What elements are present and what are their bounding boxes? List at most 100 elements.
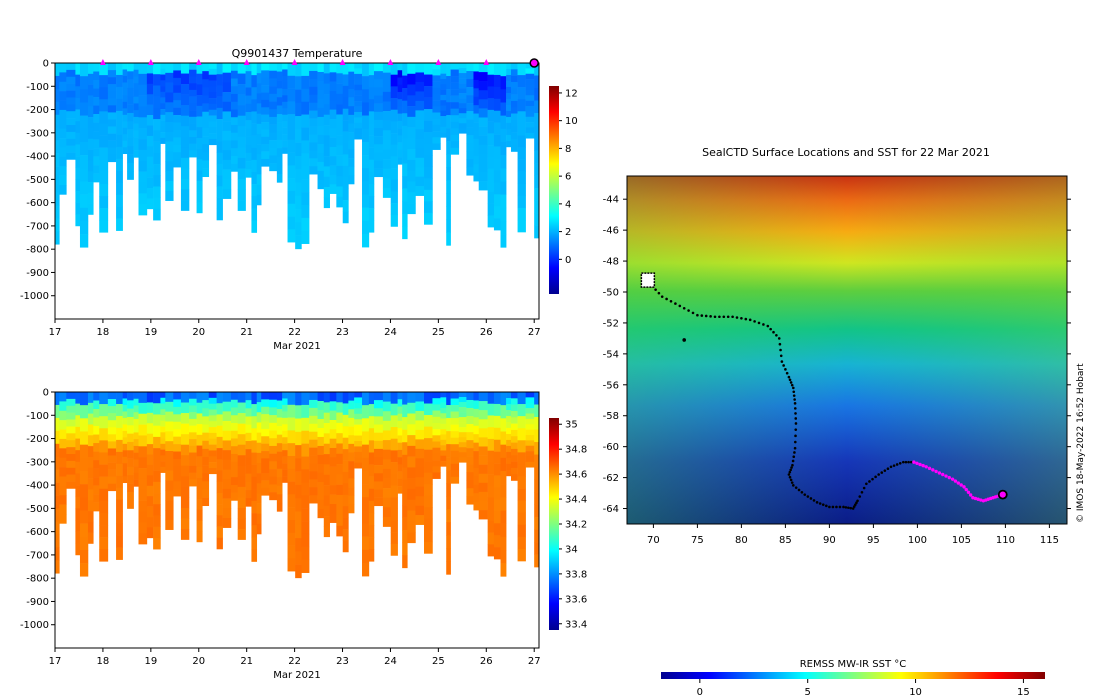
salinity-cell: [160, 420, 166, 427]
temperature-cell: [261, 136, 270, 145]
day-tick-label: 18: [97, 656, 110, 667]
temperature-cell: [487, 203, 495, 216]
temperature-cell: [269, 147, 278, 156]
surfacing-marker: [147, 59, 154, 65]
salinity-cell: [180, 444, 190, 456]
temperature-cell: [317, 80, 325, 91]
salinity-cell: [446, 509, 451, 523]
temperature-cell: [390, 63, 398, 75]
temperature-cell: [407, 149, 416, 161]
salinity-cell: [79, 536, 89, 551]
temperature-cell: [446, 167, 451, 181]
temperature-cell: [160, 103, 166, 110]
temperature-cell: [402, 163, 408, 177]
track-point: [793, 451, 796, 454]
salinity-cell: [269, 469, 278, 478]
track-point: [831, 505, 835, 509]
track-point: [792, 455, 796, 459]
temperature-cell: [222, 82, 232, 93]
salinity-cell: [116, 511, 123, 525]
salinity-cell: [59, 448, 67, 458]
temperature-cell: [59, 175, 67, 186]
temperature-cell: [354, 68, 363, 75]
sst-colorbar-ticks: 0 5 10 15: [697, 679, 1030, 698]
temperature-cell: [295, 102, 302, 117]
salinity-cell: [99, 440, 109, 453]
salinity-cell: [309, 471, 318, 480]
salinity-cell: [500, 510, 507, 524]
temperature-cell: [189, 143, 197, 151]
salinity-cell: [390, 438, 398, 451]
salinity-cell: [323, 516, 330, 527]
salinity-cell: [122, 404, 128, 412]
temperature-cell: [407, 63, 416, 75]
track-point: [787, 473, 791, 476]
temperature-cell: [251, 147, 258, 161]
depth-tick-label: -100: [26, 82, 49, 93]
salinity-cell: [354, 457, 363, 464]
temperature-axes-frame: [54, 62, 540, 320]
temperature-cell: [222, 179, 232, 190]
temperature-cell: [301, 179, 310, 193]
temperature-cell: [287, 75, 296, 89]
salinity-cell: [458, 427, 467, 433]
salinity-cell: [309, 407, 318, 417]
track-point: [794, 417, 798, 420]
salinity-cell: [122, 398, 128, 406]
track-point: [788, 475, 792, 479]
salinity-cell: [251, 525, 258, 538]
salinity-cell: [133, 418, 139, 427]
temperature-cell: [500, 168, 507, 182]
temperature-cell: [122, 69, 128, 77]
salinity-cell: [127, 458, 134, 468]
salinity-cell: [373, 416, 384, 425]
track-point-recent: [962, 485, 966, 489]
salinity-cell: [407, 413, 416, 425]
track-point: [892, 464, 896, 467]
salinity-cell: [122, 450, 128, 458]
temperature-cell: [251, 184, 258, 197]
salinity-cell: [415, 448, 425, 459]
track-point-recent: [937, 471, 942, 475]
temperature-cell: [450, 89, 460, 96]
salinity-cell: [458, 452, 467, 458]
salinity-cell: [93, 460, 100, 469]
temperature-cell: [146, 115, 154, 126]
temperature-cell: [107, 119, 117, 127]
salinity-cell: [348, 504, 355, 514]
map-axes-frame: [626, 175, 1068, 525]
temperature-cell: [407, 181, 416, 193]
salinity-cell: [261, 399, 270, 408]
temperature-cell: [487, 63, 495, 76]
salinity-cell: [329, 457, 337, 467]
temperature-cell: [342, 97, 349, 110]
temperature-cell: [500, 115, 507, 130]
salinity-cell: [510, 474, 518, 481]
temperature-cell: [354, 63, 363, 69]
salinity-cell: [93, 451, 100, 461]
salinity-cell: [99, 416, 109, 429]
temperature-cell: [245, 79, 252, 88]
temperature-cell: [487, 98, 495, 111]
salinity-cell: [222, 421, 232, 432]
temperature-cell: [180, 84, 190, 95]
temperature-cell: [138, 160, 148, 172]
track-point-recent: [971, 496, 975, 500]
temperature-cell: [317, 152, 325, 163]
temperature-cell: [208, 115, 217, 122]
salinity-cell: [237, 497, 246, 509]
salinity-cell: [446, 535, 451, 549]
temperature-cell: [93, 122, 100, 132]
temperature-cell: [510, 88, 518, 95]
salinity-cell: [487, 462, 495, 475]
temperature-cell: [432, 131, 441, 138]
temperature-cell: [116, 63, 123, 76]
temperature-cell: [208, 86, 217, 93]
salinity-cell: [323, 433, 330, 445]
track-point: [682, 306, 686, 310]
temperature-cell: [196, 180, 203, 192]
temperature-cell: [373, 128, 384, 137]
temperature-cell: [93, 173, 100, 183]
salinity-cell: [208, 403, 217, 410]
salinity-cell: [160, 443, 166, 450]
